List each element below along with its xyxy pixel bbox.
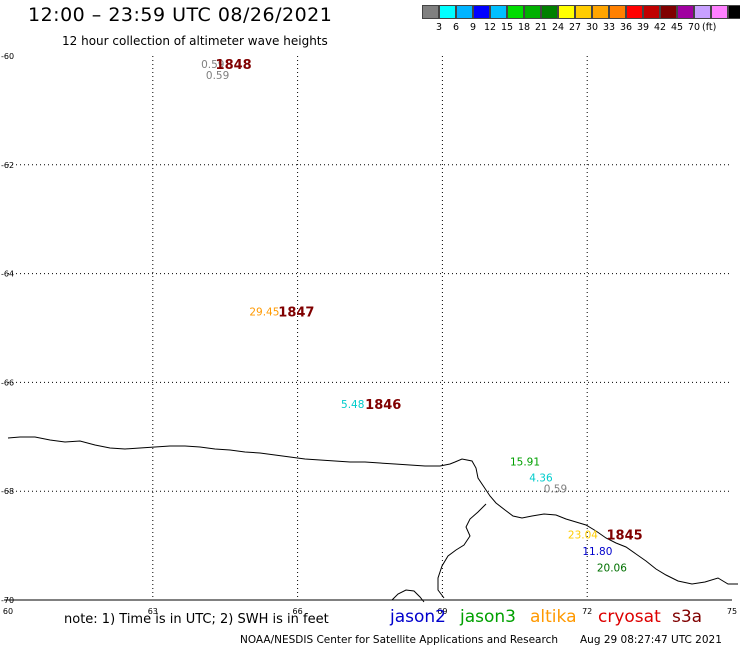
- legend-tick-label: 18: [517, 22, 531, 33]
- legend-tick-label: 42: [653, 22, 667, 33]
- satellite-label-cryosat: cryosat: [598, 607, 661, 627]
- legend-tick-label: 6: [452, 22, 460, 33]
- pass-time-label: 1846: [365, 398, 401, 413]
- legend-swatch: [694, 5, 711, 19]
- legend-swatch: [558, 5, 575, 19]
- legend-swatch: [626, 5, 643, 19]
- x-tick-label: 60: [3, 607, 13, 616]
- legend-swatch: [473, 5, 490, 19]
- wave-height-label: 15.91: [510, 456, 540, 468]
- wave-height-label: 0.59: [206, 70, 229, 82]
- wave-height-label: 0.59: [544, 483, 567, 495]
- legend-tick-label: 30: [585, 22, 599, 33]
- legend-swatch: [643, 5, 660, 19]
- wave-height-label: 29.45: [249, 307, 279, 319]
- y-tick-label: -66: [1, 378, 14, 387]
- legend-tick-label: 70: [687, 22, 701, 33]
- legend-swatch: [439, 5, 456, 19]
- map-subtitle: 12 hour collection of altimeter wave hei…: [62, 34, 328, 48]
- legend-swatch: [677, 5, 694, 19]
- legend-swatch: [507, 5, 524, 19]
- legend-swatch: [575, 5, 592, 19]
- legend-swatch: [524, 5, 541, 19]
- legend-swatch: [541, 5, 558, 19]
- legend-tick-label: 24: [551, 22, 565, 33]
- wave-height-label: 0.59: [201, 59, 224, 71]
- x-tick-label: 63: [148, 607, 158, 616]
- footer-note: note: 1) Time is in UTC; 2) SWH is in fe…: [64, 612, 329, 627]
- coastline-inlet: [437, 503, 487, 599]
- x-tick-label: 66: [293, 607, 303, 616]
- legend-swatch: [422, 5, 439, 19]
- satellite-label-altika: altika: [530, 607, 577, 627]
- legend-tick-label: 15: [500, 22, 514, 33]
- legend-tick-label: 33: [602, 22, 616, 33]
- legend-tick-label: 12: [483, 22, 497, 33]
- x-tick-label: 69: [437, 607, 447, 616]
- legend-swatch: [456, 5, 473, 19]
- legend-tick-label: 45: [670, 22, 684, 33]
- legend-tick-label: 39: [636, 22, 650, 33]
- antarctic-coastline: [7, 436, 738, 585]
- wave-height-label: 23.04: [568, 530, 598, 542]
- map-title: 12:00 – 23:59 UTC 08/26/2021: [28, 4, 333, 26]
- legend-tick-label: 36: [619, 22, 633, 33]
- legend-unit: (ft): [702, 22, 717, 33]
- y-tick-label: -64: [1, 270, 14, 279]
- satellite-label-jason2: jason2: [390, 607, 446, 627]
- x-tick-label: 75: [727, 607, 737, 616]
- generated-timestamp: Aug 29 08:27:47 UTC 2021: [580, 634, 722, 646]
- y-tick-label: -62: [1, 161, 14, 170]
- legend-tick-label: 21: [534, 22, 548, 33]
- graticule: [4, 56, 732, 601]
- y-tick-label: -70: [1, 596, 14, 605]
- x-tick-label: 72: [582, 607, 592, 616]
- satellite-label-jason3: jason3: [460, 607, 516, 627]
- legend-swatch: [660, 5, 677, 19]
- legend-tick-label: 3: [435, 22, 443, 33]
- legend-tick-label: 9: [469, 22, 477, 33]
- satellite-label-s3a: s3a: [672, 607, 703, 627]
- pass-time-label: 1848: [216, 58, 252, 73]
- legend-swatch: [609, 5, 626, 19]
- y-tick-label: -60: [1, 52, 14, 61]
- coastline-island: [391, 589, 425, 603]
- wave-height-label: 5.48: [341, 399, 364, 411]
- x-axis-ticks: 60 63 66 69 72 75: [3, 607, 737, 616]
- wave-height-label: 20.06: [597, 562, 627, 574]
- legend-swatch: [490, 5, 507, 19]
- pass-time-label: 1845: [607, 529, 643, 544]
- credit-line: NOAA/NESDIS Center for Satellite Applica…: [240, 634, 558, 646]
- wave-height-label: 11.80: [582, 546, 612, 558]
- legend-swatch: [592, 5, 609, 19]
- legend-swatch: [711, 5, 728, 19]
- y-axis-ticks: -60 -62 -64 -66 -68 -70: [1, 52, 14, 605]
- legend-swatch: [728, 5, 740, 19]
- legend-tick-label: 27: [568, 22, 582, 33]
- wave-height-label: 4.36: [529, 473, 553, 485]
- pass-time-label: 1847: [278, 306, 314, 321]
- y-tick-label: -68: [1, 487, 14, 496]
